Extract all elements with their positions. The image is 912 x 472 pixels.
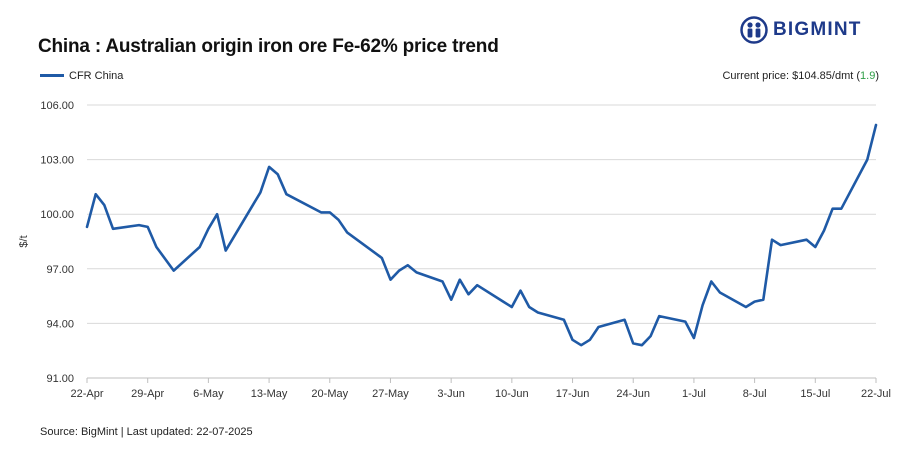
current-price-change-close: ) (875, 70, 879, 82)
x-tick-label: 6-May (193, 388, 224, 400)
current-price-label: Current price: $104.85/dmt (722, 70, 854, 82)
current-price: Current price: $104.85/dmt (1.9) (722, 70, 879, 82)
x-tick-label: 1-Jul (682, 388, 706, 400)
x-tick-label: 22-Jul (861, 388, 891, 400)
brand-logo: BIGMINT (740, 16, 880, 44)
x-tick-label: 15-Jul (800, 388, 830, 400)
x-tick-label: 3-Jun (437, 388, 465, 400)
x-tick-label: 24-Jun (616, 388, 650, 400)
series-line-cfr-china (85, 123, 878, 347)
y-axis-label: $/t (18, 235, 30, 247)
y-tick-label: 97.00 (46, 264, 74, 276)
x-tick-label: 10-Jun (495, 388, 529, 400)
legend-swatch-cfr-china (40, 73, 64, 77)
current-price-change-open: ( (853, 70, 861, 82)
x-tick-label: 13-May (251, 388, 288, 400)
x-tick-label: 8-Jul (743, 388, 767, 400)
y-tick-label: 91.00 (46, 373, 74, 385)
brand-logo-text: BIGMINT (773, 19, 862, 40)
y-tick-label: 103.00 (40, 155, 74, 167)
source-footer: Source: BigMint | Last updated: 22-07-20… (40, 426, 253, 438)
y-tick-label: 100.00 (40, 209, 74, 221)
chart-title: China : Australian origin iron ore Fe-62… (38, 36, 499, 57)
chart-legend: CFR China (40, 70, 123, 82)
x-tick-label: 22-Apr (70, 388, 103, 400)
legend-label-cfr-china: CFR China (69, 70, 124, 82)
x-tick-label: 27-May (372, 388, 409, 400)
y-tick-label: 94.00 (46, 318, 74, 330)
x-tick-label: 17-Jun (556, 388, 590, 400)
y-tick-label: 106.00 (40, 100, 74, 112)
x-tick-label: 29-Apr (131, 388, 164, 400)
current-price-change: 1.9 (860, 70, 876, 82)
x-tick-label: 20-May (311, 388, 348, 400)
brand-logo-icon (740, 16, 768, 44)
